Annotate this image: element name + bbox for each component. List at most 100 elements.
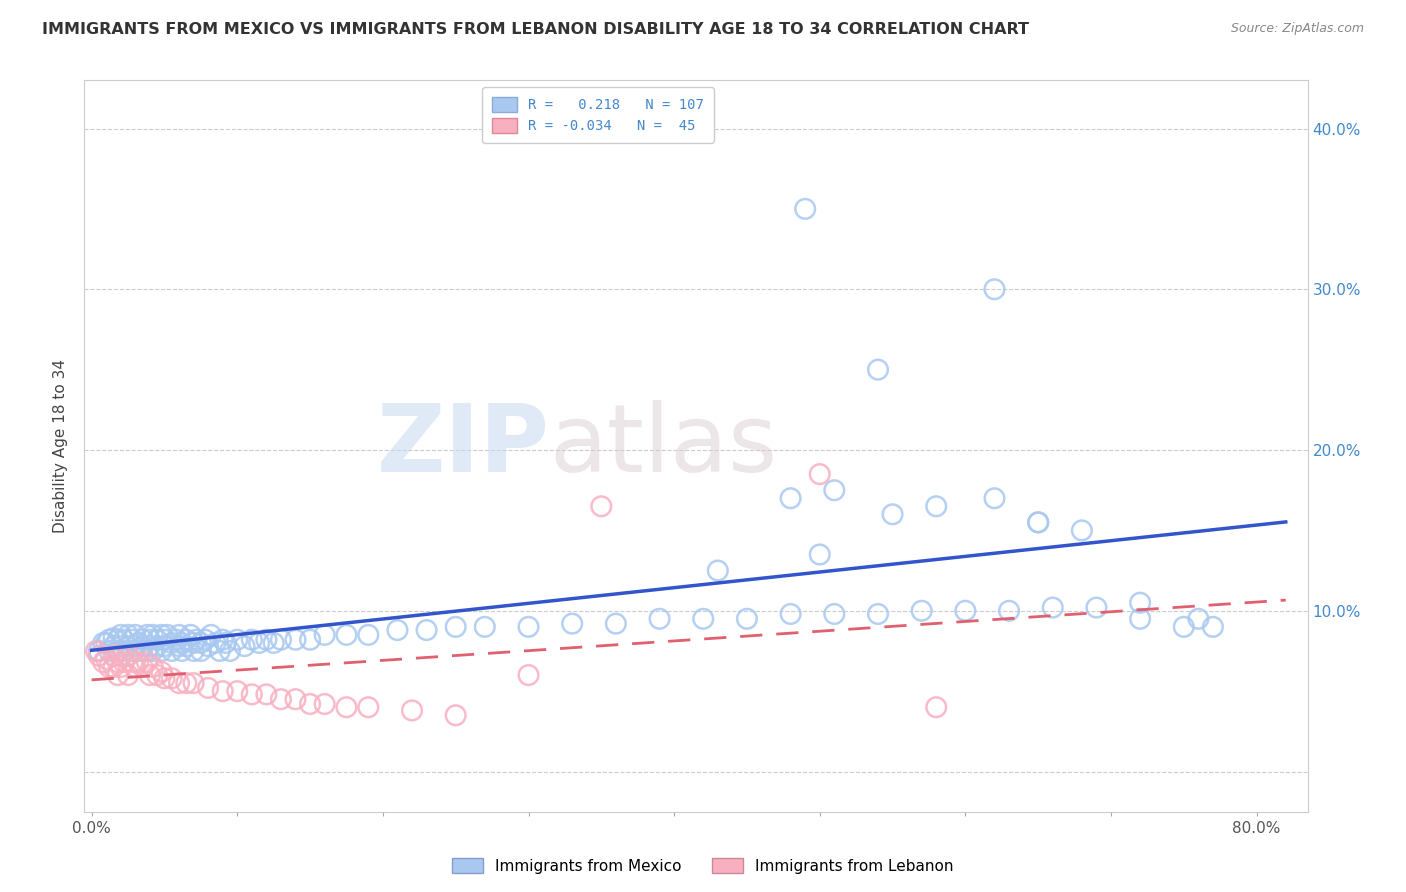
Point <box>136 644 159 658</box>
Point <box>866 607 889 621</box>
Point <box>270 692 292 706</box>
Point <box>117 628 139 642</box>
Point <box>131 632 153 647</box>
Point <box>110 660 132 674</box>
Point <box>284 632 307 647</box>
Point <box>190 636 212 650</box>
Point <box>1129 612 1152 626</box>
Point <box>211 684 233 698</box>
Point <box>103 648 125 663</box>
Point <box>707 564 730 578</box>
Point <box>150 644 173 658</box>
Point <box>112 655 135 669</box>
Point <box>1085 600 1108 615</box>
Point <box>107 632 129 647</box>
Point <box>136 655 159 669</box>
Point <box>121 644 143 658</box>
Point <box>247 636 270 650</box>
Point <box>183 636 205 650</box>
Point <box>925 500 948 514</box>
Point <box>735 612 758 626</box>
Point <box>911 604 934 618</box>
Point <box>387 623 409 637</box>
Point <box>96 636 118 650</box>
Point <box>866 362 889 376</box>
Point <box>808 467 831 482</box>
Point <box>1070 524 1092 538</box>
Point <box>180 628 202 642</box>
Point <box>153 639 176 653</box>
Point <box>823 483 845 498</box>
Point <box>779 491 801 506</box>
Point <box>170 644 193 658</box>
Text: ZIP: ZIP <box>377 400 550 492</box>
Point <box>110 639 132 653</box>
Point <box>117 648 139 663</box>
Point <box>1026 516 1049 530</box>
Point <box>204 636 226 650</box>
Point <box>263 636 285 650</box>
Point <box>314 628 336 642</box>
Point <box>146 639 169 653</box>
Point <box>160 671 183 685</box>
Point <box>117 668 139 682</box>
Point <box>561 616 583 631</box>
Text: Source: ZipAtlas.com: Source: ZipAtlas.com <box>1230 22 1364 36</box>
Point <box>197 681 219 695</box>
Point <box>335 700 357 714</box>
Point <box>167 628 190 642</box>
Point <box>517 668 540 682</box>
Point <box>357 700 380 714</box>
Point <box>121 655 143 669</box>
Point <box>153 671 176 685</box>
Y-axis label: Disability Age 18 to 34: Disability Age 18 to 34 <box>53 359 69 533</box>
Point <box>124 660 146 674</box>
Point <box>219 644 242 658</box>
Point <box>226 684 249 698</box>
Point <box>254 687 277 701</box>
Point <box>474 620 496 634</box>
Point <box>160 644 183 658</box>
Point <box>591 500 613 514</box>
Point <box>648 612 671 626</box>
Point <box>136 628 159 642</box>
Point <box>87 644 110 658</box>
Point <box>146 632 169 647</box>
Point <box>233 639 256 653</box>
Point <box>117 639 139 653</box>
Point <box>692 612 714 626</box>
Point <box>1202 620 1225 634</box>
Point <box>110 648 132 663</box>
Point <box>174 639 197 653</box>
Point <box>91 655 114 669</box>
Point <box>139 668 162 682</box>
Point <box>150 628 173 642</box>
Point <box>121 632 143 647</box>
Point <box>284 692 307 706</box>
Point <box>240 632 263 647</box>
Point <box>240 687 263 701</box>
Point <box>517 620 540 634</box>
Point <box>153 632 176 647</box>
Point <box>1026 516 1049 530</box>
Point <box>882 508 904 522</box>
Point <box>226 632 249 647</box>
Point <box>314 697 336 711</box>
Point <box>1129 596 1152 610</box>
Point <box>415 623 437 637</box>
Point <box>98 660 121 674</box>
Point <box>186 632 208 647</box>
Legend: R =   0.218   N = 107, R = -0.034   N =  45: R = 0.218 N = 107, R = -0.034 N = 45 <box>482 87 714 143</box>
Point <box>107 655 129 669</box>
Point <box>208 644 231 658</box>
Point <box>197 639 219 653</box>
Point <box>174 632 197 647</box>
Point <box>128 644 150 658</box>
Point <box>127 636 149 650</box>
Point <box>955 604 977 618</box>
Point <box>107 644 129 658</box>
Point <box>335 628 357 642</box>
Point <box>167 676 190 690</box>
Point <box>156 628 179 642</box>
Point <box>1042 600 1064 615</box>
